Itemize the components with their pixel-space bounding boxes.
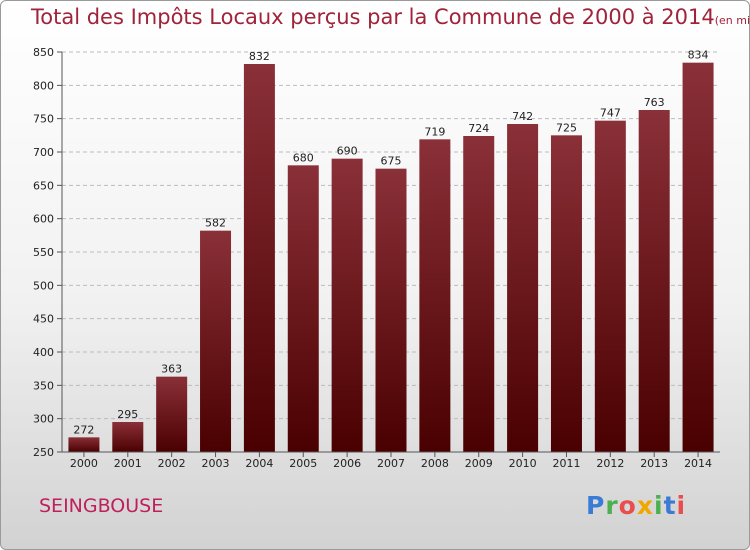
x-tick-label: 2009 xyxy=(465,457,493,470)
y-tick-label: 250 xyxy=(33,446,54,459)
bar xyxy=(287,165,319,453)
bar xyxy=(682,62,714,453)
y-axis-ticks: 250 300 350 400 450 500 550 600 650 700 750 800 850 xyxy=(33,46,62,459)
bar xyxy=(375,168,407,452)
x-tick-label: 2008 xyxy=(421,457,449,470)
y-tick-label: 850 xyxy=(33,46,54,59)
x-tick-label: 2010 xyxy=(509,457,537,470)
x-tick-label: 2011 xyxy=(552,457,580,470)
bar xyxy=(419,139,451,453)
bar-value-label: 834 xyxy=(688,49,709,62)
y-tick-label: 600 xyxy=(33,213,54,226)
x-tick-label: 2002 xyxy=(158,457,186,470)
bar-value-label: 747 xyxy=(600,107,621,120)
bar xyxy=(200,230,232,452)
x-tick-label: 2005 xyxy=(289,457,317,470)
bar-value-label: 690 xyxy=(337,145,358,158)
logo-letter: x xyxy=(636,491,654,520)
bar xyxy=(68,437,100,452)
bar xyxy=(243,64,275,452)
logo-letter: i xyxy=(676,491,687,520)
commune-name: SEINGBOUSE xyxy=(39,495,164,517)
logo-letter: P xyxy=(586,491,606,520)
bar xyxy=(156,376,188,452)
proxiti-logo: Proxiti xyxy=(586,491,686,520)
title-main: Total des Impôts Locaux perçus par la Co… xyxy=(31,5,715,29)
x-tick-label: 2003 xyxy=(202,457,230,470)
y-tick-label: 700 xyxy=(33,146,54,159)
bar xyxy=(550,135,582,453)
bar-value-label: 763 xyxy=(644,96,665,109)
x-tick-label: 2007 xyxy=(377,457,405,470)
bar xyxy=(638,110,670,452)
title-unit: (en milliers d'€) xyxy=(714,14,750,27)
chart-title: Total des Impôts Locaux perçus par la Co… xyxy=(31,5,750,29)
y-tick-label: 400 xyxy=(33,346,54,359)
x-tick-label: 2013 xyxy=(640,457,668,470)
bar xyxy=(112,422,144,452)
x-tick-label: 2004 xyxy=(245,457,273,470)
y-tick-label: 500 xyxy=(33,279,54,292)
bar xyxy=(331,158,363,452)
x-axis-ticks: 2000 2001 2002 2003 2004 2005 2006 2007 2008 2009… xyxy=(70,452,712,470)
logo-letter: i xyxy=(654,491,664,520)
x-tick-label: 2006 xyxy=(333,457,361,470)
x-tick-label: 2012 xyxy=(596,457,624,470)
x-tick-label: 2000 xyxy=(70,457,98,470)
bar-value-label: 582 xyxy=(205,217,226,230)
bar-value-label: 675 xyxy=(381,155,402,168)
y-tick-label: 550 xyxy=(33,246,54,259)
y-tick-label: 300 xyxy=(33,413,54,426)
bar-value-label: 363 xyxy=(161,363,182,376)
bar xyxy=(594,120,626,453)
bar-value-label: 719 xyxy=(424,125,445,138)
bar-value-label: 742 xyxy=(512,110,533,123)
x-tick-label: 2014 xyxy=(684,457,712,470)
logo-letter: t xyxy=(663,491,677,520)
logo-letter: r xyxy=(605,491,619,520)
bar-value-label: 832 xyxy=(249,50,270,63)
bar-value-label: 680 xyxy=(293,151,314,164)
bar xyxy=(463,136,495,452)
bar-value-label: 295 xyxy=(117,408,138,421)
y-tick-label: 650 xyxy=(33,179,54,192)
y-tick-label: 350 xyxy=(33,379,54,392)
bar xyxy=(507,124,539,452)
y-tick-label: 450 xyxy=(33,313,54,326)
bar-value-label: 725 xyxy=(556,121,577,134)
bar-value-label: 724 xyxy=(468,122,489,135)
bars: 272 295 363 582 832 680 690 675 719 724 742 725 747 7… xyxy=(68,49,714,453)
bar-value-label: 272 xyxy=(73,423,94,436)
y-tick-label: 800 xyxy=(33,79,54,92)
logo-letter: o xyxy=(618,491,637,520)
y-tick-label: 750 xyxy=(33,113,54,126)
x-tick-label: 2001 xyxy=(114,457,142,470)
